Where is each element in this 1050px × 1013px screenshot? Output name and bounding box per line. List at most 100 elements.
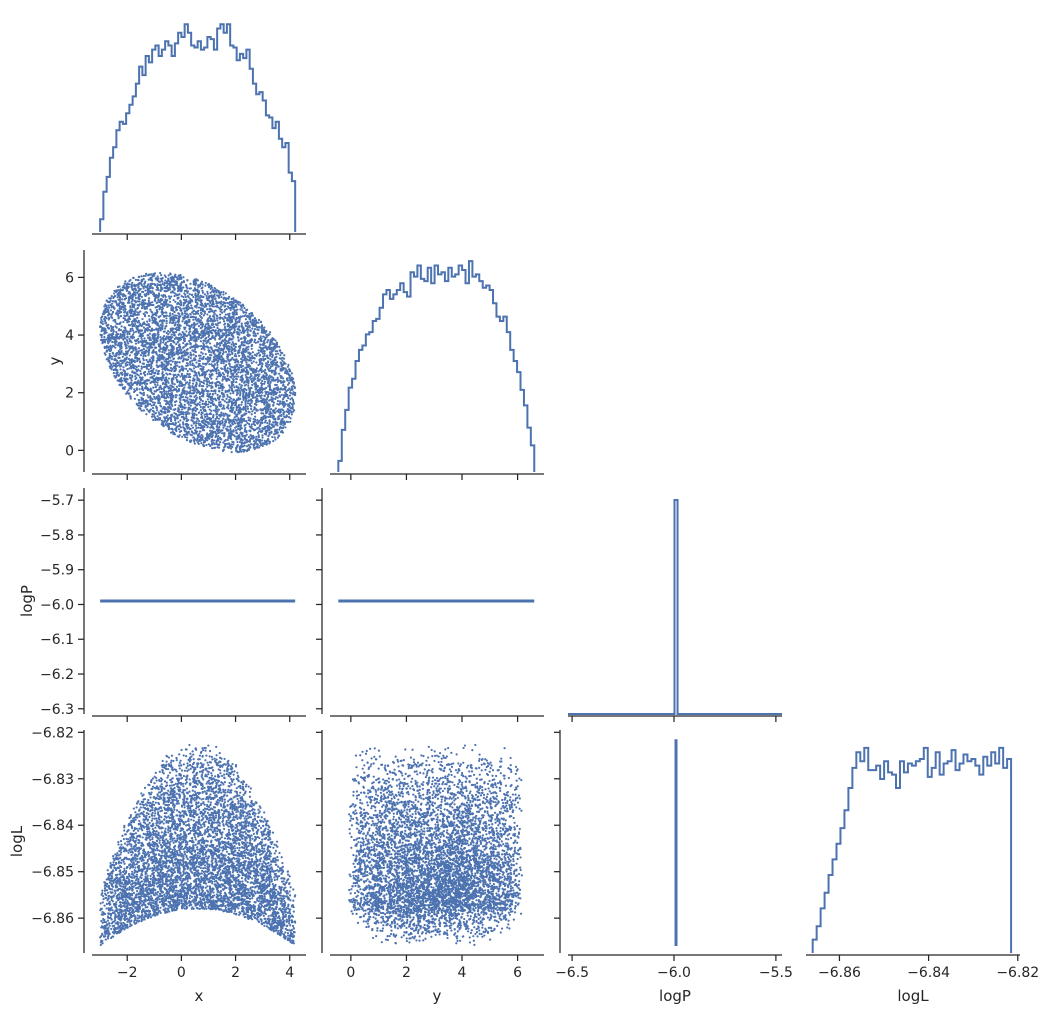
scatter-point — [102, 329, 105, 332]
scatter-point — [122, 366, 125, 369]
scatter-point — [174, 422, 177, 425]
scatter-point — [195, 336, 199, 339]
scatter-point — [238, 325, 241, 328]
scatter-point — [250, 378, 253, 381]
scatter-point — [279, 387, 283, 390]
scatter-point — [163, 351, 166, 354]
scatter-point — [241, 390, 244, 393]
scatter-point — [258, 343, 262, 346]
scatter-point — [252, 443, 255, 446]
scatter-point — [235, 373, 238, 376]
scatter-point — [115, 302, 118, 305]
scatter-point — [178, 404, 181, 407]
scatter-point — [244, 348, 247, 351]
scatter-point — [120, 306, 123, 309]
scatter-point — [261, 352, 265, 355]
scatter-point — [222, 404, 225, 407]
scatter-point — [216, 324, 219, 327]
scatter-point — [229, 392, 232, 395]
scatter-point — [204, 281, 207, 285]
scatter-point — [119, 314, 123, 318]
scatter-point — [198, 384, 201, 388]
scatter-point — [267, 382, 270, 385]
scatter-point — [268, 422, 271, 426]
scatter-point — [240, 331, 243, 334]
scatter-point — [153, 395, 156, 398]
scatter-point — [222, 293, 225, 296]
scatter-point — [189, 389, 192, 392]
scatter-point — [133, 313, 136, 316]
scatter-point — [250, 323, 253, 326]
scatter-point — [240, 343, 243, 346]
scatter-point — [146, 399, 149, 403]
scatter-point — [276, 402, 279, 406]
scatter-point — [113, 307, 116, 310]
scatter-point — [134, 293, 137, 296]
scatter-point — [169, 339, 173, 342]
scatter-point — [285, 399, 288, 402]
scatter-point — [226, 393, 229, 397]
scatter-point — [130, 384, 133, 387]
scatter-point — [194, 351, 197, 354]
scatter-point — [114, 346, 117, 349]
scatter-point — [132, 333, 135, 336]
scatter-point — [126, 331, 129, 334]
scatter-point — [232, 420, 235, 423]
scatter-point — [194, 403, 197, 406]
scatter-point — [156, 415, 159, 418]
scatter-point — [184, 283, 188, 287]
scatter-point — [209, 405, 212, 408]
scatter-point — [283, 354, 286, 357]
scatter-point — [235, 331, 238, 334]
scatter-point — [217, 417, 221, 420]
scatter-point — [214, 329, 217, 333]
scatter-point — [143, 322, 146, 326]
scatter-point — [174, 321, 177, 324]
scatter-point — [244, 336, 247, 340]
scatter-point — [190, 306, 193, 309]
scatter-point — [161, 327, 164, 330]
scatter-point — [249, 417, 252, 420]
scatter-point — [104, 338, 108, 341]
scatter-point — [211, 360, 214, 363]
scatter-point — [193, 440, 196, 443]
scatter-point — [249, 357, 252, 360]
scatter-point — [227, 403, 230, 407]
scatter-point — [267, 405, 270, 408]
scatter-point — [193, 287, 196, 290]
scatter-point — [151, 415, 154, 418]
scatter-point — [228, 384, 231, 387]
scatter-point — [199, 311, 203, 314]
scatter-point — [261, 421, 264, 424]
scatter-point — [164, 369, 167, 372]
scatter-point — [153, 318, 157, 321]
scatter-point — [147, 297, 151, 300]
scatter-point — [113, 294, 117, 298]
scatter-point — [161, 370, 164, 374]
scatter-point — [271, 355, 274, 359]
scatter-point — [168, 336, 171, 339]
scatter-point — [171, 347, 175, 351]
scatter-point — [241, 330, 245, 333]
scatter-point — [207, 421, 210, 424]
scatter-point — [140, 295, 144, 298]
scatter-point — [272, 403, 275, 406]
scatter-point — [157, 394, 160, 398]
scatter-point — [266, 360, 270, 363]
scatter-point — [107, 327, 111, 330]
scatter-point — [191, 426, 195, 429]
scatter-point — [183, 386, 186, 389]
scatter-point — [261, 326, 264, 329]
scatter-point — [282, 413, 285, 416]
scatter-point — [116, 296, 119, 299]
scatter-point — [121, 289, 124, 292]
scatter-point — [186, 348, 189, 351]
scatter-point — [257, 318, 261, 322]
scatter-point — [148, 403, 152, 406]
scatter-point — [130, 314, 133, 318]
scatter-point — [250, 347, 253, 350]
scatter-point — [201, 307, 204, 310]
scatter-point — [200, 384, 203, 388]
scatter-point — [151, 336, 154, 340]
scatter-point — [149, 381, 152, 385]
